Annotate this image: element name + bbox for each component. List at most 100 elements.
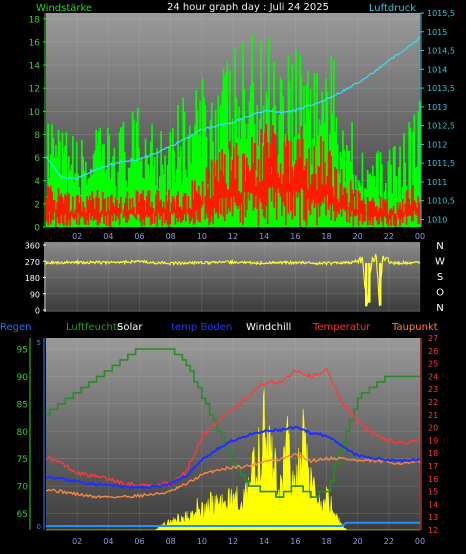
wind-average-bar [161, 207, 164, 227]
wind-average-bar [170, 202, 173, 214]
wind-average-bar [266, 142, 269, 225]
wind-average-bar [252, 162, 255, 211]
wind-average-bar [105, 211, 108, 226]
wind-gust-bar [379, 151, 382, 227]
wind-average-bar [53, 200, 56, 212]
direction-letter: S [437, 272, 443, 283]
temperature-tick-label: 15 [428, 488, 438, 497]
wind-average-bar [416, 207, 418, 216]
wind-average-bar [247, 165, 249, 192]
wind-gust-bar [200, 157, 203, 227]
wind-average-bar [249, 169, 252, 194]
wind-average-bar [217, 181, 220, 219]
wind-average-bar [175, 195, 178, 219]
wind-average-bar [139, 194, 142, 222]
wind-average-bar [104, 198, 107, 217]
wind-average-bar [47, 185, 49, 226]
x-tick-label: 02 [72, 232, 82, 241]
humidity-tick-label: 80 [17, 428, 29, 438]
wind-gust-bar [144, 138, 147, 227]
wind-average-bar [336, 199, 339, 212]
wind-average-bar [169, 212, 172, 225]
wind-average-bar [151, 201, 153, 225]
wind-average-bar [236, 155, 239, 209]
wind-average-bar [342, 194, 344, 209]
chart-title: 24 hour graph day : Juli 24 2025 [167, 2, 329, 13]
wind-average-bar [349, 180, 352, 217]
wind-average-bar [264, 132, 266, 219]
wind-gust-bar [258, 119, 261, 227]
wind-average-bar [97, 198, 100, 225]
legend-temperature: Temperatur [312, 322, 371, 333]
wind-gust-bar [242, 42, 244, 228]
wind-average-bar [147, 190, 149, 218]
wind-average-bar [138, 201, 140, 215]
wind-average-bar [256, 176, 259, 209]
wind-gust-bar [403, 132, 405, 227]
wind-gust-bar [160, 131, 162, 227]
wind-gust-bar [365, 189, 368, 227]
x-tick-label: 12 [228, 537, 238, 546]
wind-gust-bar [68, 156, 70, 227]
pressure-tick-label: 1013,5 [427, 84, 455, 93]
wind-average-bar [274, 134, 277, 193]
wind-gust-bar [394, 146, 396, 227]
wind-average-bar [184, 193, 187, 222]
wind-gust-bar [82, 156, 85, 227]
wind-average-bar [400, 209, 403, 219]
wind-gust-bar [71, 135, 74, 227]
wind-gust-bar [135, 122, 138, 227]
wind-gust-bar [169, 131, 172, 227]
wind-gust-bar [90, 168, 92, 227]
wind-gust-bar [414, 167, 417, 227]
wind-average-bar [181, 209, 183, 222]
wind-average-bar [225, 183, 227, 199]
wind-average-bar [188, 207, 191, 224]
wind-average-bar [100, 210, 103, 218]
wind-average-bar [378, 207, 381, 225]
wind-gust-bar [249, 85, 252, 227]
wind-average-bar [129, 198, 131, 215]
wind-average-bar [166, 202, 169, 225]
wind-average-bar [257, 159, 260, 226]
wind-gust-bar [412, 131, 414, 227]
wind-gust-bar [131, 111, 134, 227]
wind-average-bar [253, 142, 256, 208]
rain-line [46, 521, 420, 527]
pressure-tick-label: 1011 [427, 178, 447, 187]
wind-gust-bar [174, 182, 177, 227]
wind-average-bar [223, 154, 226, 222]
x-tick-label: 10 [197, 232, 207, 241]
wind-average-bar [148, 190, 151, 218]
temperature-tick-label: 16 [428, 475, 438, 484]
wind-average-bar [68, 193, 70, 220]
wind-average-bar [168, 189, 170, 227]
wind-gust-bar [73, 182, 75, 227]
wind-gust-bar [105, 169, 108, 227]
x-tick-label: 08 [166, 537, 176, 546]
wind-gust-bar [133, 119, 135, 227]
wind-average-bar [365, 213, 368, 215]
wind-average-bar [360, 200, 362, 215]
direction-letter: W [435, 257, 445, 268]
wind-average-bar [320, 136, 322, 206]
wind-gust-bar [223, 76, 226, 228]
wind-direction-line [45, 253, 421, 307]
wind-gust-bar [168, 146, 170, 227]
wind-gust-bar [252, 82, 255, 227]
wind-average-bar [279, 163, 282, 197]
wind-average-bar [296, 140, 299, 198]
climate-panel: 65 70 75 80 85 90 95 0 5 12 13 14 15 16 17 18 19 20 21 22… [17, 334, 439, 546]
wind-gust-bar [331, 113, 334, 227]
wind-average-bar [412, 185, 414, 221]
wind-average-bar [384, 200, 387, 219]
wind-average-bar [345, 192, 348, 222]
wind-gust-bar [121, 126, 124, 227]
temperature-tick-label: 14 [428, 500, 438, 509]
wind-average-bar [152, 208, 155, 213]
wind-average-bar [233, 147, 235, 197]
wind-tick-label: 6 [34, 154, 40, 164]
x-tick-label: 06 [134, 232, 144, 241]
wind-average-bar [284, 146, 287, 226]
wind-average-bar [368, 201, 370, 221]
